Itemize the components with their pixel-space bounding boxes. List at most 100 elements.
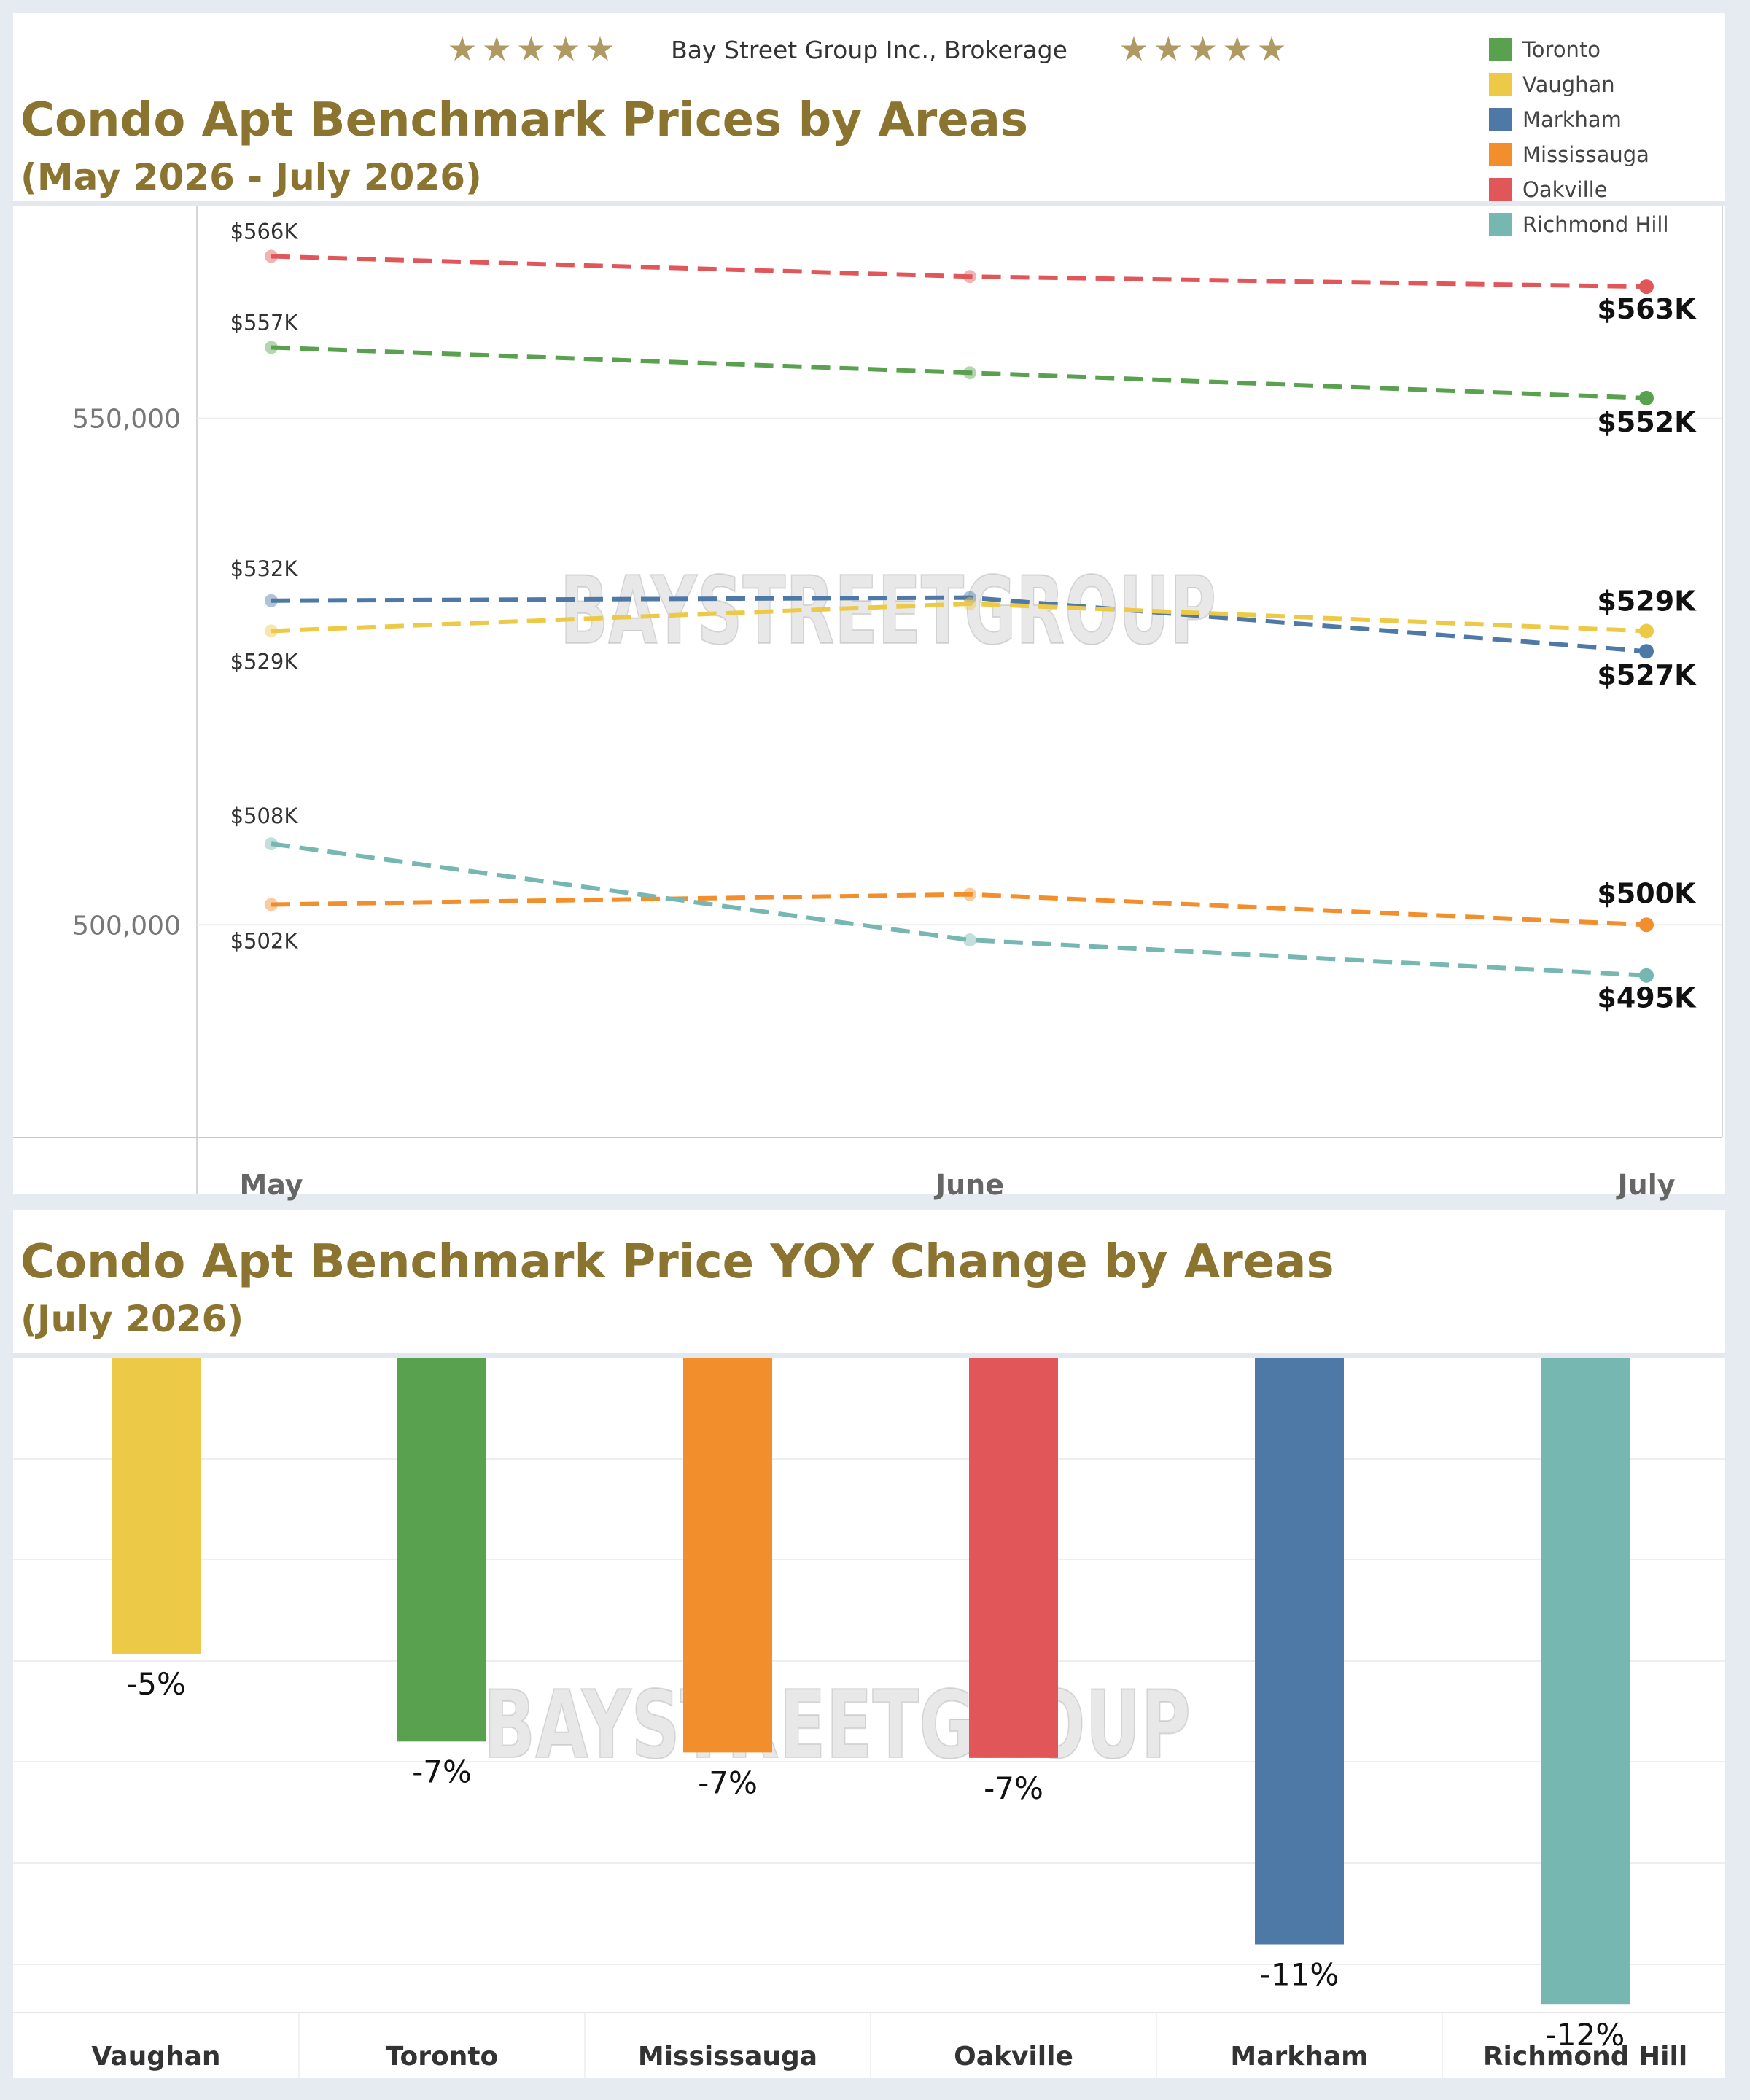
data-point: [265, 341, 278, 354]
data-point: [265, 594, 278, 607]
legend-swatch: [1489, 213, 1512, 236]
data-label: $563K: [1597, 293, 1697, 325]
bar-chart-subtitle: (July 2026): [20, 1298, 244, 1340]
stars-right: ★★★★★: [1119, 29, 1291, 69]
bar-value-label: -7%: [984, 1770, 1043, 1806]
data-label: $532K: [230, 556, 299, 581]
data-point: [265, 249, 278, 263]
data-point: [963, 933, 976, 947]
legend-item-markham: Markham: [1489, 102, 1669, 137]
legend-label: Oakville: [1522, 177, 1608, 202]
data-point: [1639, 390, 1654, 405]
series-toronto: $557K $552K: [230, 310, 1698, 438]
watermark: BAYSTREETGROUP: [560, 557, 1216, 666]
data-point: [265, 898, 278, 911]
legend-item-oakville: Oakville: [1489, 172, 1669, 207]
legend-swatch: [1489, 143, 1512, 166]
data-point: [963, 366, 976, 380]
data-label: $495K: [1597, 982, 1697, 1014]
legend-item-richmond-hill: Richmond Hill: [1489, 207, 1669, 242]
data-point: [1639, 279, 1654, 295]
header-divider: [13, 201, 1725, 206]
brand-name: Bay Street Group Inc., Brokerage: [671, 36, 1068, 64]
legend-label: Markham: [1522, 107, 1622, 132]
bar-value-label: -7%: [412, 1754, 472, 1789]
data-label: $566K: [230, 219, 299, 244]
x-tick-label: Richmond Hill: [1483, 2042, 1687, 2072]
series-line: [271, 892, 1647, 928]
x-tick-label: May: [239, 1169, 303, 1201]
bar-chart: BAYSTREETGROUP -5% Vaughan -7% Toronto -7% Mis…: [13, 1358, 1725, 2078]
legend-swatch: [1489, 108, 1512, 131]
bar-oakville: [969, 1358, 1058, 1758]
series-markham: $532K $527K: [230, 556, 1698, 691]
x-tick-label: Markham: [1230, 2042, 1368, 2072]
bar-value-label: -7%: [698, 1765, 758, 1800]
bar-richmond-hill: [1541, 1358, 1630, 2005]
legend-swatch: [1489, 38, 1512, 61]
y-tick-label: 500,000: [72, 911, 181, 941]
data-point: [963, 270, 976, 284]
data-point: [1639, 917, 1654, 933]
bar-chart-title: Condo Apt Benchmark Price YOY Change by …: [20, 1235, 1334, 1289]
series-line: [271, 345, 1647, 400]
series-line: [271, 254, 1647, 289]
data-point: [1639, 968, 1654, 983]
series-richmond-hill: $508K $495K: [230, 804, 1698, 1014]
data-point: [265, 837, 278, 851]
data-point: [1639, 644, 1654, 659]
x-tick-label: Toronto: [386, 2042, 499, 2072]
data-label: $529K: [1597, 585, 1697, 617]
line-chart-panel: ★★★★★ Bay Street Group Inc., Brokerage ★…: [13, 13, 1725, 1201]
data-label: $500K: [1597, 877, 1697, 909]
data-point: [265, 624, 278, 638]
data-label: $502K: [230, 929, 299, 954]
x-tick-label: Mississauga: [638, 2042, 817, 2072]
series-oakville: $566K $563K: [230, 219, 1698, 325]
brand-header: ★★★★★ Bay Street Group Inc., Brokerage ★…: [13, 29, 1725, 69]
x-tick-label: Oakville: [954, 2042, 1073, 2072]
legend-label: Mississauga: [1522, 142, 1649, 167]
data-label: $508K: [230, 804, 299, 828]
bar-vaughan: [112, 1358, 201, 1654]
x-tick-label: June: [933, 1169, 1004, 1201]
legend-label: Toronto: [1522, 37, 1601, 62]
bar-mississauga: [683, 1358, 772, 1753]
bar-toronto: [397, 1358, 486, 1742]
bar-chart-panel: Condo Apt Benchmark Price YOY Change by …: [13, 1210, 1725, 2078]
legend-swatch: [1489, 178, 1512, 201]
bar-value-label: -12%: [1546, 2017, 1625, 2053]
series-vaughan: $529K $529K: [230, 585, 1698, 674]
line-chart-subtitle: (May 2026 - July 2026): [20, 156, 482, 198]
watermark: BAYSTREETGROUP: [483, 1671, 1191, 1780]
bar-header-divider: [13, 1353, 1725, 1358]
x-tick-label: Vaughan: [91, 2042, 220, 2072]
legend-label: Vaughan: [1522, 72, 1615, 97]
data-point: [963, 596, 976, 610]
data-point: [963, 887, 976, 901]
stars-left: ★★★★★: [447, 29, 620, 69]
bar-value-label: -11%: [1260, 1957, 1339, 1993]
data-label: $557K: [230, 310, 299, 335]
data-label: $552K: [1597, 406, 1697, 438]
data-label: $529K: [230, 649, 299, 674]
x-tick-label: July: [1616, 1169, 1676, 1201]
legend-swatch: [1489, 73, 1512, 96]
bar-value-label: -5%: [126, 1666, 186, 1702]
series-line: [271, 595, 1647, 654]
y-tick-label: 550,000: [72, 405, 181, 435]
line-chart-title: Condo Apt Benchmark Prices by Areas: [20, 93, 1029, 147]
data-label: $527K: [1597, 659, 1697, 691]
series-line: [271, 841, 1647, 978]
legend: Toronto Vaughan Markham Mississauga Oakville…: [1489, 32, 1669, 242]
series-mississauga: $502K $500K: [230, 877, 1698, 953]
legend-item-vaughan: Vaughan: [1489, 67, 1669, 102]
data-point: [1639, 623, 1654, 639]
bar-markham: [1255, 1358, 1344, 1945]
legend-label: Richmond Hill: [1522, 212, 1669, 237]
legend-item-mississauga: Mississauga: [1489, 137, 1669, 172]
data-point: [963, 591, 976, 604]
series-line: [271, 601, 1647, 634]
legend-item-toronto: Toronto: [1489, 32, 1669, 67]
